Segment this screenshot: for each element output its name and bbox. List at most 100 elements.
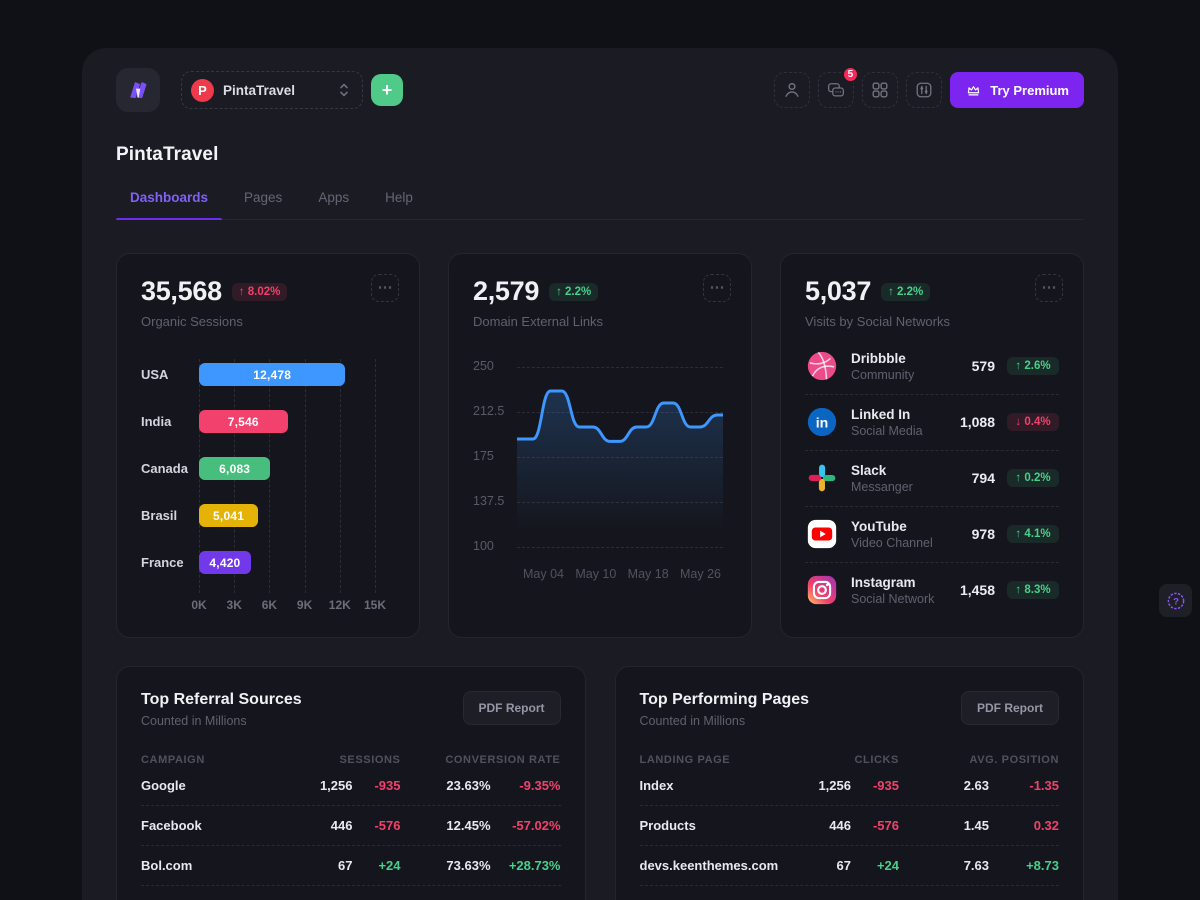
y-axis-tick: 212.5 xyxy=(473,404,505,418)
tables-row: Top Referral Sources Counted in Millions… xyxy=(116,666,1084,900)
organic-sessions-card: 35,568 ↑ 8.02% Organic Sessions ⋯ USA 12,… xyxy=(116,253,420,638)
app-surface: P PintaTravel + 5 xyxy=(82,48,1118,900)
row-value-1: 446 xyxy=(330,818,353,833)
table-row: Facebook 446 -576 12.45% -57.02% xyxy=(141,806,561,846)
x-axis-label: May 10 xyxy=(575,567,617,581)
country-label: India xyxy=(141,414,172,429)
apps-grid-button[interactable] xyxy=(862,72,899,108)
network-delta-badge: ↓ 0.4% xyxy=(1007,413,1059,431)
tab-dashboards[interactable]: Dashboards xyxy=(116,190,223,220)
referral-sources-title: Top Referral Sources xyxy=(141,691,302,708)
network-name: YouTube xyxy=(851,518,907,534)
country-bar-chart: USA 12,478 India 7,546 Canada 6,083 Brasil 5,04… xyxy=(141,359,395,613)
app-logo[interactable] xyxy=(116,68,160,112)
bar-track: 12,478 xyxy=(199,363,375,386)
table-row: Products 446 -576 1.45 0.32 xyxy=(639,806,1059,846)
row-value-2: 73.63% xyxy=(446,858,491,873)
row-name: devs.keenthemes.com xyxy=(639,858,779,873)
row-delta-2: -9.35% xyxy=(519,778,561,793)
add-workspace-button[interactable]: + xyxy=(371,74,403,106)
country-bar: 5,041 xyxy=(199,504,259,527)
network-name: Instagram xyxy=(851,574,916,590)
x-axis-tick: 12K xyxy=(328,598,351,612)
row-name: Facebook xyxy=(141,818,202,833)
row-value-1: 67 xyxy=(338,858,353,873)
table-row: Google 1,256 -935 23.63% -9.35% xyxy=(141,766,561,806)
social-list-item: Dribbble Community 579 ↑ 2.6% xyxy=(805,339,1059,395)
table-row: Index 1,256 -935 2.63 -1.35 xyxy=(639,766,1059,806)
y-axis-tick: 137.5 xyxy=(473,494,505,508)
try-premium-button[interactable]: Try Premium xyxy=(950,72,1084,108)
pdf-report-button[interactable]: PDF Report xyxy=(961,691,1059,725)
workspace-name: PintaTravel xyxy=(223,82,296,98)
row-value-2: 7.63 xyxy=(963,858,989,873)
network-delta-badge: ↑ 2.6% xyxy=(1007,357,1059,375)
bar-track: 7,546 xyxy=(199,410,375,433)
external-links-subtitle: Domain External Links xyxy=(473,314,604,329)
svg-text:?: ? xyxy=(1173,596,1179,607)
chat-button[interactable]: 5 xyxy=(818,66,860,108)
premium-label: Try Premium xyxy=(990,82,1069,98)
x-axis-label: May 04 xyxy=(523,567,564,581)
referral-table-body: Google 1,256 -935 23.63% -9.35% Facebook 446 -5… xyxy=(141,766,561,886)
referral-sources-subtitle: Counted in Millions xyxy=(141,714,247,728)
slack-icon xyxy=(805,461,839,495)
dribbble-icon xyxy=(805,349,839,383)
referral-table-header: CAMPAIGN SESSIONS CONVERSION RATE xyxy=(141,754,561,766)
user-icon xyxy=(785,82,799,97)
external-links-card: 2,579 ↑ 2.2% Domain External Links ⋯ 250… xyxy=(448,253,752,638)
card-menu-button[interactable]: ⋯ xyxy=(371,274,399,302)
help-button[interactable]: ? xyxy=(1159,584,1192,617)
social-list-item: Slack Messanger 794 ↑ 0.2% xyxy=(805,451,1059,507)
links-delta-badge: ↑ 2.2% xyxy=(549,282,599,301)
workspace-selector[interactable]: P PintaTravel xyxy=(181,71,363,109)
row-delta-1: -576 xyxy=(872,818,899,833)
country-bar: 6,083 xyxy=(199,457,271,480)
network-type: Messanger xyxy=(851,479,913,494)
tab-pages[interactable]: Pages xyxy=(244,190,283,205)
row-value-1: 446 xyxy=(829,818,851,833)
card-menu-button[interactable]: ⋯ xyxy=(1035,274,1063,302)
sliders-icon xyxy=(916,82,932,98)
social-texts: Linked In Social Media xyxy=(851,407,923,438)
performing-pages-subtitle: Counted in Millions xyxy=(639,714,746,728)
instagram-icon xyxy=(805,573,839,607)
table-row: devs.keenthemes.com 67 +24 7.63 +8.73 xyxy=(639,846,1059,886)
bar-row: India 7,546 xyxy=(141,410,395,433)
pdf-report-button[interactable]: PDF Report xyxy=(462,691,561,725)
row-delta-1: +24 xyxy=(876,858,899,873)
external-links-value: 2,579 xyxy=(473,276,540,306)
profile-button[interactable] xyxy=(774,72,811,108)
social-visits-card: 5,037 ↑ 2.2% Visits by Social Networks ⋯… xyxy=(780,253,1084,638)
card-menu-button[interactable]: ⋯ xyxy=(703,274,731,302)
country-bar: 12,478 xyxy=(199,363,346,386)
country-bar: 4,420 xyxy=(199,551,251,574)
row-delta-1: +24 xyxy=(378,858,401,873)
row-delta-1: -576 xyxy=(374,818,401,833)
network-visits-value: 1,088 xyxy=(959,414,995,430)
row-value-1: 1,256 xyxy=(818,778,851,793)
network-visits-value: 794 xyxy=(971,470,995,486)
social-texts: Slack Messanger xyxy=(851,463,913,494)
x-axis-tick: 3K xyxy=(226,598,242,612)
network-visits-value: 978 xyxy=(971,526,995,542)
network-type: Social Media xyxy=(851,423,923,438)
settings-button[interactable] xyxy=(906,72,943,108)
network-visits-value: 579 xyxy=(971,358,995,374)
social-list-item: YouTube Video Channel 978 ↑ 4.1% xyxy=(805,507,1059,563)
bar-value-label: 6,083 xyxy=(219,461,251,476)
network-delta-badge: ↑ 0.2% xyxy=(1007,469,1059,487)
tab-apps[interactable]: Apps xyxy=(318,190,350,205)
performing-pages-title: Top Performing Pages xyxy=(639,691,810,708)
social-list-item: in Linked In Social Media 1,088 ↓ 0.4% xyxy=(805,395,1059,451)
column-sessions: SESSIONS xyxy=(339,754,401,766)
country-label: USA xyxy=(141,367,169,382)
network-delta-badge: ↑ 8.3% xyxy=(1007,581,1059,599)
bar-value-label: 12,478 xyxy=(253,367,292,382)
tab-help[interactable]: Help xyxy=(385,190,413,205)
performing-pages-card: Top Performing Pages Counted in Millions… xyxy=(614,666,1084,900)
row-name: Index xyxy=(639,778,674,793)
bar-track: 4,420 xyxy=(199,551,375,574)
gridline xyxy=(375,359,376,593)
organic-delta-badge: ↑ 8.02% xyxy=(231,282,288,301)
